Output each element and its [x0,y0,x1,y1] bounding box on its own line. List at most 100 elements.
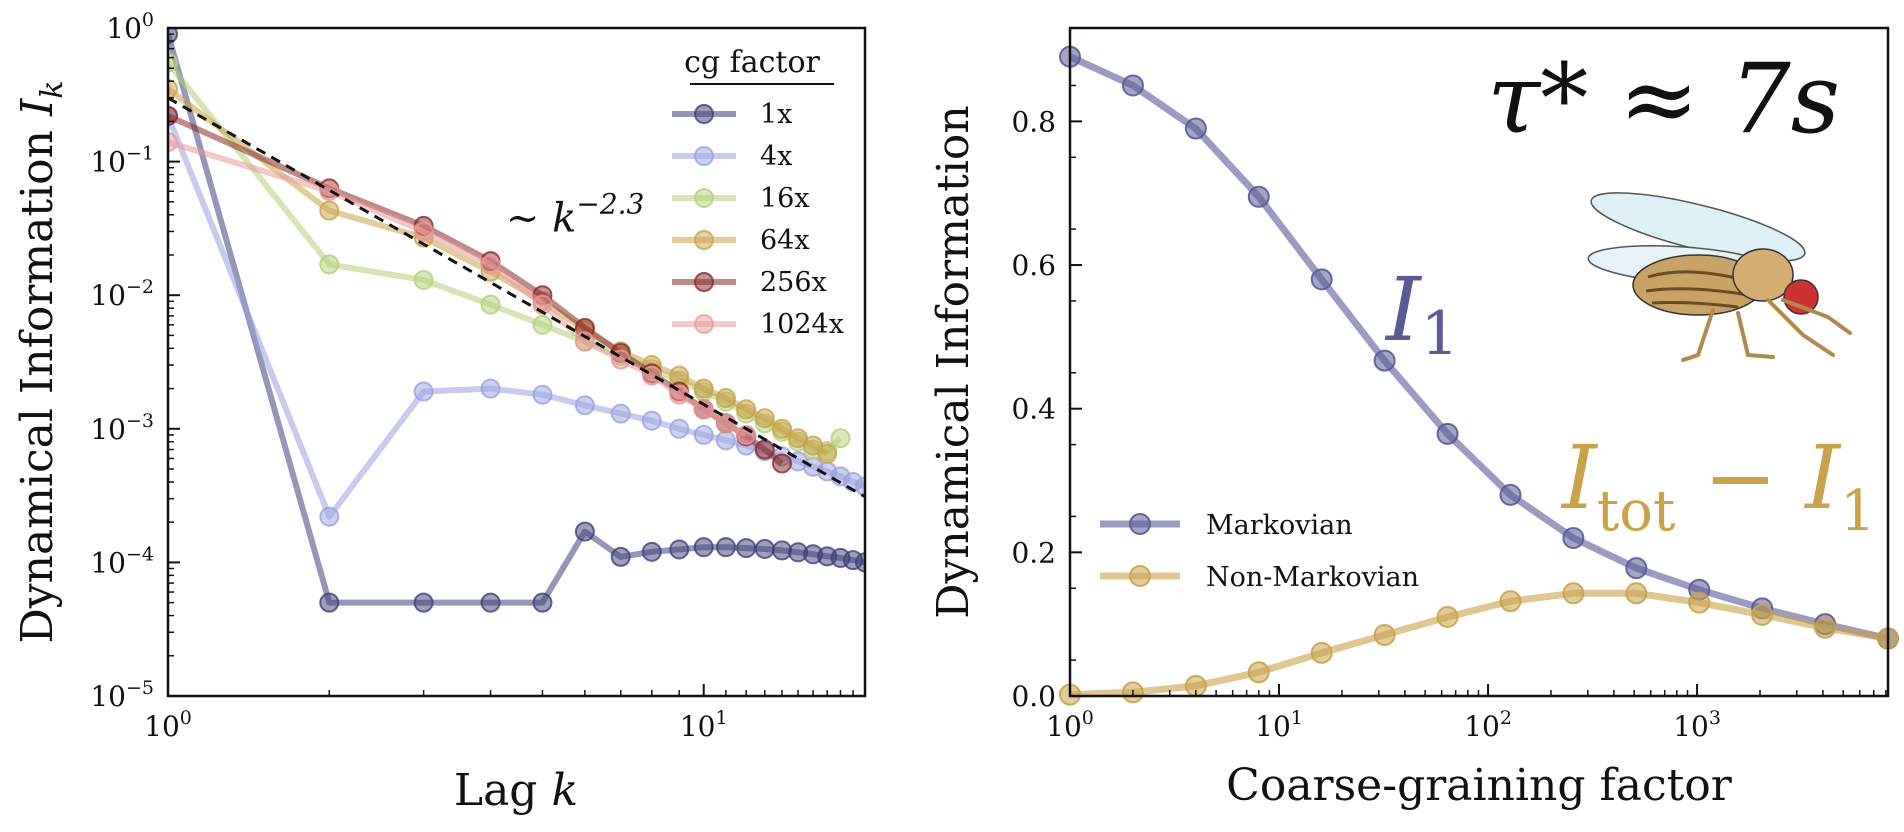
data-point-Markovian [1436,422,1459,445]
data-point-64x [754,408,775,429]
data-point-1x [574,521,595,542]
data-point-4x [693,424,714,445]
legend-swatch-marker-64x [694,230,714,250]
x-tick-label: 101 [680,707,728,743]
data-point-64x [817,443,838,464]
data-point-Non-Markovian [1625,582,1648,605]
data-point-4x [480,378,501,399]
legend-label-16x: 16x [760,183,810,214]
legend-label-256x: 256x [760,267,827,298]
y-tick-label: 0.8 [1011,105,1056,138]
data-point-1024x [413,221,434,242]
data-point-64x [736,399,757,420]
y-tick-label: 10−1 [90,143,154,179]
fruit-fly-illustration [1587,192,1852,362]
nm-label-symbol-1: I [1560,426,1599,529]
data-point-1x [855,552,865,573]
data-point-1x [168,28,178,45]
data-point-Non-Markovian [1436,605,1459,628]
y-tick-label: 10−4 [90,543,154,579]
legend-swatch-marker-4x [694,146,714,166]
data-point-1024x [693,399,714,420]
nm-label-subscript-2: 1 [1840,479,1876,544]
data-point-64x [319,200,340,221]
data-point-1024x [641,365,662,386]
data-point-64x [168,78,178,99]
data-point-4x [574,395,595,416]
data-point-1x [413,592,434,613]
data-point-1024x [168,132,178,153]
y-tick-label: 10−5 [90,677,154,713]
y-tick-label: 0.2 [1011,536,1056,569]
data-point-1x [532,592,553,613]
data-point-Non-Markovian [1373,623,1396,646]
x-tick-label: 100 [1046,707,1094,743]
data-point-16x [319,254,340,275]
legend-title: cg factor [684,45,820,80]
y-tick-label: 0.0 [1011,680,1056,713]
y-tick-label: 100 [106,9,154,45]
power-law-fit-line [168,96,865,499]
left-legend: cg factor 1x 4x 16x 64x 256x 1024x [672,45,844,340]
data-point-1x [610,546,631,567]
data-point-Markovian [1373,349,1396,372]
markovian-label: I1 [1384,258,1459,369]
data-point-4x [532,384,553,405]
data-point-16x [532,314,553,335]
data-point-Markovian [1562,526,1585,549]
right-legend: Markovian Non-Markovian [1100,510,1419,593]
data-point-Non-Markovian [1310,641,1333,664]
power-law-annotation-base: ∼ k [506,195,576,241]
x-tick-label: 101 [1255,707,1303,743]
right-x-axis-label: Coarse-graining factor [1226,760,1733,811]
data-point-Markovian [1247,185,1270,208]
data-point-1x [754,538,775,559]
legend-swatch-marker-256x [694,272,714,292]
left-x-axis-label: Lag k [454,765,578,816]
data-point-Non-Markovian [1499,590,1522,613]
nm-label-subscript-1: tot [1597,479,1676,544]
y-tick-label: 10−3 [90,410,154,446]
x-tick-label: 100 [144,707,192,743]
data-point-1x [319,592,340,613]
data-point-1x [641,541,662,562]
data-point-1x [693,537,714,558]
fly-thorax [1732,248,1794,302]
data-point-1024x [574,331,595,352]
left-y-axis-label: Dynamical Information Ik [12,80,70,643]
legend-label-Non-Markovian: Non-Markovian [1206,562,1419,593]
data-point-Non-Markovian [1562,582,1585,605]
data-point-Markovian [1625,557,1648,580]
legend-swatch-marker-1024x [694,314,714,334]
data-point-256x [772,453,793,474]
data-point-1x [715,537,736,558]
legend-label-4x: 4x [760,141,792,172]
data-point-1024x [319,181,340,202]
power-law-annotation-exponent: −2.3 [576,187,644,220]
data-point-Markovian [1184,117,1207,140]
data-point-256x [754,439,775,460]
left-plot-frame [166,26,867,698]
y-tick-label: 0.4 [1011,393,1056,426]
data-point-16x [830,428,851,449]
markovian-label-subscript: 1 [1421,299,1459,369]
data-point-4x [413,381,434,402]
data-point-16x [480,294,501,315]
non-markovian-label: Itot − I1 [1560,426,1876,544]
markovian-label-symbol: I [1384,258,1423,361]
data-point-Markovian [1121,74,1144,97]
data-point-Markovian [1499,483,1522,506]
x-tick-label: 102 [1464,707,1512,743]
legend-swatch-marker-Non-Markovian [1129,565,1151,587]
data-point-4x [715,430,736,451]
data-point-1x [736,538,757,559]
data-point-Non-Markovian [1751,603,1774,626]
data-point-Non-Markovian [1247,661,1270,684]
left-plot-marks [168,28,865,613]
nm-label-minus: − [1676,426,1806,529]
data-point-4x [855,476,865,497]
right-ticks: 0.0 0.2 0.4 0.6 0.8 100 101 102 103 [1011,84,1887,743]
legend-label-Markovian: Markovian [1206,510,1353,541]
